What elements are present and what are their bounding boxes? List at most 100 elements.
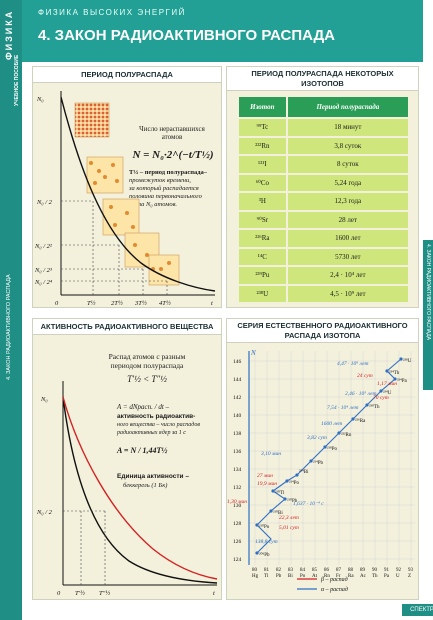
ann-70-days: 70 сут bbox=[373, 395, 389, 401]
nuclide-pb206: ²⁰⁶Pb bbox=[259, 552, 270, 558]
period-cell: 12,3 года bbox=[287, 193, 408, 210]
activity-panel: АКТИВНОСТЬ РАДИОАКТИВНОГО ВЕЩЕСТВА Распа… bbox=[32, 318, 222, 600]
x-element-label: Pb bbox=[276, 574, 282, 579]
half-life-def-2: промежуток времени, bbox=[129, 177, 191, 184]
ann-bi210: 5,01 сут bbox=[279, 525, 299, 531]
x-element-label: Fr bbox=[336, 574, 341, 579]
half-life-caption-1: Число нераспавшихся bbox=[139, 125, 205, 133]
page-kicker: ФИЗИКА ВЫСОКИХ ЭНЕРГИЙ bbox=[38, 8, 186, 17]
x-element-label: Ac bbox=[360, 574, 367, 579]
x-element-label: Po bbox=[300, 574, 306, 579]
decay-curve bbox=[60, 96, 216, 292]
isotope-cell: ⁹⁰Sr bbox=[239, 211, 286, 228]
nuclide-dots bbox=[255, 357, 403, 555]
title-band: ФИЗИКА ВЫСОКИХ ЭНЕРГИЙ 4. ЗАКОН РАДИОАКТ… bbox=[22, 0, 423, 62]
y-tick-label: 124 bbox=[233, 557, 242, 563]
half-life-graph: N₀ N₀ / 2 N₀ / 2² N₀ / 2³ N₀ / 2⁴ 0 T½ 2… bbox=[34, 91, 216, 307]
page-title: 4. ЗАКОН РАДИОАКТИВНОГО РАСПАДА bbox=[38, 27, 336, 44]
ann-tl210: 1,30 мин bbox=[227, 499, 247, 505]
activity-inequality: T′½ < T″½ bbox=[127, 374, 167, 384]
y-tick-label: 128 bbox=[233, 521, 242, 527]
isotope-cell: ³H bbox=[239, 193, 286, 210]
x-label-time: t bbox=[211, 300, 213, 307]
activity-formula: A = N / 1,44T½ bbox=[117, 446, 168, 455]
half-life-formula: N = N₀·2^(−t/T½) bbox=[132, 149, 214, 161]
atoms-square-quarter bbox=[102, 198, 140, 236]
left-color-strip: ФИЗИКА УЧЕБНОЕ ПОСОБИЕ 4. ЗАКОН РАДИОАКТ… bbox=[0, 0, 22, 620]
atoms-square-full bbox=[74, 102, 110, 138]
y-tick-label: 136 bbox=[233, 449, 242, 455]
sidebar-subject: ФИЗИКА bbox=[4, 9, 14, 60]
activity-caption-2: периодом полураспада bbox=[110, 361, 184, 370]
x-tick-label: 93 bbox=[408, 568, 414, 573]
period-cell: 4,5 · 10⁹ лет bbox=[287, 285, 408, 302]
x-element-label: At bbox=[312, 574, 318, 579]
period-cell: 2,4 · 10⁴ лет bbox=[287, 267, 408, 284]
ann-po218: 3,10 мин bbox=[260, 451, 281, 457]
nuclide-th230: ²³⁰Th bbox=[369, 404, 380, 410]
x-tick-label: 83 bbox=[288, 568, 294, 573]
table-row: ²²²Rn 3,8 суток bbox=[239, 137, 408, 154]
ann-bi214: 19,9 мин bbox=[257, 481, 277, 487]
half-life-panel: ПЕРИОД ПОЛУРАСПАДА Число нераспавшихся а… bbox=[32, 66, 222, 308]
y-label-n0-4: N₀ / 2² bbox=[34, 243, 53, 250]
ann-rn222: 3,82 сут bbox=[306, 435, 327, 441]
period-cell: 5730 лет bbox=[287, 248, 408, 265]
table-row: ²²⁶Ra 1600 лет bbox=[239, 230, 408, 247]
table-row: ⁹⁰Sr 28 лет bbox=[239, 211, 408, 228]
period-cell: 5,24 года bbox=[287, 174, 408, 191]
activity-def-1: A = dNрасп. / dt – bbox=[117, 403, 170, 411]
y-label-n0-2: N₀ / 2 bbox=[36, 199, 53, 206]
ann-po210: 138,8 сут bbox=[255, 539, 278, 545]
table-row: ¹⁴C 5730 лет bbox=[239, 248, 408, 265]
isotope-cell: ¹⁴C bbox=[239, 248, 286, 265]
activity-heading: АКТИВНОСТЬ РАДИОАКТИВНОГО ВЕЩЕСТВА bbox=[33, 319, 221, 335]
x-label-t: T½ bbox=[87, 300, 96, 307]
isotope-cell: ²²⁶Ra bbox=[239, 230, 286, 247]
nuclide-tl210: ²¹⁰Tl bbox=[275, 490, 285, 496]
activity-unit-2: беккерель (1 Бк) bbox=[123, 482, 168, 489]
x-tick-label: 85 bbox=[312, 568, 318, 573]
column-half-life: Период полураспада bbox=[287, 97, 408, 117]
n-axis-label: N bbox=[250, 349, 256, 357]
ann-u234: 2,46 · 10⁵ лет bbox=[345, 390, 376, 397]
nuclide-po218: ²¹⁸Po bbox=[327, 446, 338, 452]
x-tick-label: 88 bbox=[348, 568, 354, 573]
activity-unit-1: Единица активности – bbox=[117, 473, 189, 480]
atoms-scatter bbox=[89, 161, 171, 271]
series-x-ticks: 80 81 82 83 84 85 86 87 88 89 90 91 92 93 bbox=[252, 568, 414, 573]
isotope-cell: ²³⁸U bbox=[239, 285, 286, 302]
x-label-t1: T′½ bbox=[75, 590, 85, 597]
column-isotope: Изотоп bbox=[239, 97, 286, 117]
isotope-heading-line-1: ПЕРИОД ПОЛУРАСПАДА НЕКОТОРЫХ bbox=[251, 69, 394, 78]
x-element-label: Hg bbox=[252, 574, 259, 579]
activity-graph: N₀ N₀ / 2 0 T′½ T″½ t bbox=[36, 381, 218, 597]
x-element-label: Z bbox=[408, 574, 411, 579]
x-label-4t: 4T½ bbox=[159, 300, 171, 307]
nuclide-rn222: ²²²Rn bbox=[341, 432, 352, 438]
sidebar-topic-left: 4. ЗАКОН РАДИОАКТИВНОГО РАСПАДА bbox=[6, 274, 12, 380]
nuclide-pb214: ²¹⁴Pb bbox=[313, 460, 324, 466]
isotope-cell: ¹³¹I bbox=[239, 156, 286, 173]
x-tick-label: 89 bbox=[360, 568, 366, 573]
x-tick-label: 82 bbox=[276, 568, 282, 573]
isotope-heading-line-2: ИЗОТОПОВ bbox=[301, 79, 344, 88]
isotope-cell: ²²²Rn bbox=[239, 137, 286, 154]
table-row: ²³⁹Pu 2,4 · 10⁴ лет bbox=[239, 267, 408, 284]
x-element-label: Ra bbox=[348, 574, 354, 579]
nuclide-th234: ²³⁴Th bbox=[389, 370, 400, 376]
legend-alpha-label: α – распад bbox=[321, 586, 348, 593]
nuclide-pa234: ²³⁴Pa bbox=[397, 378, 408, 384]
isotope-table-heading: ПЕРИОД ПОЛУРАСПАДА НЕКОТОРЫХ ИЗОТОПОВ bbox=[227, 67, 418, 91]
table-row: ⁹⁹Tc 18 минут bbox=[239, 119, 408, 136]
x-element-label: U bbox=[396, 574, 400, 579]
x-label-2t: 2T½ bbox=[111, 300, 123, 307]
period-cell: 3,8 суток bbox=[287, 137, 408, 154]
ann-th234: 24 сут bbox=[357, 372, 373, 379]
x-tick-label: 80 bbox=[252, 568, 258, 573]
nuclide-ra226: ²²⁶Ra bbox=[355, 418, 366, 424]
half-life-caption-2: атомов bbox=[161, 133, 183, 141]
nuclide-bi214: ²¹⁴Bi bbox=[299, 469, 309, 475]
y-label-n0: N₀ bbox=[40, 396, 48, 403]
half-life-def-3: за который распадается bbox=[129, 185, 199, 192]
